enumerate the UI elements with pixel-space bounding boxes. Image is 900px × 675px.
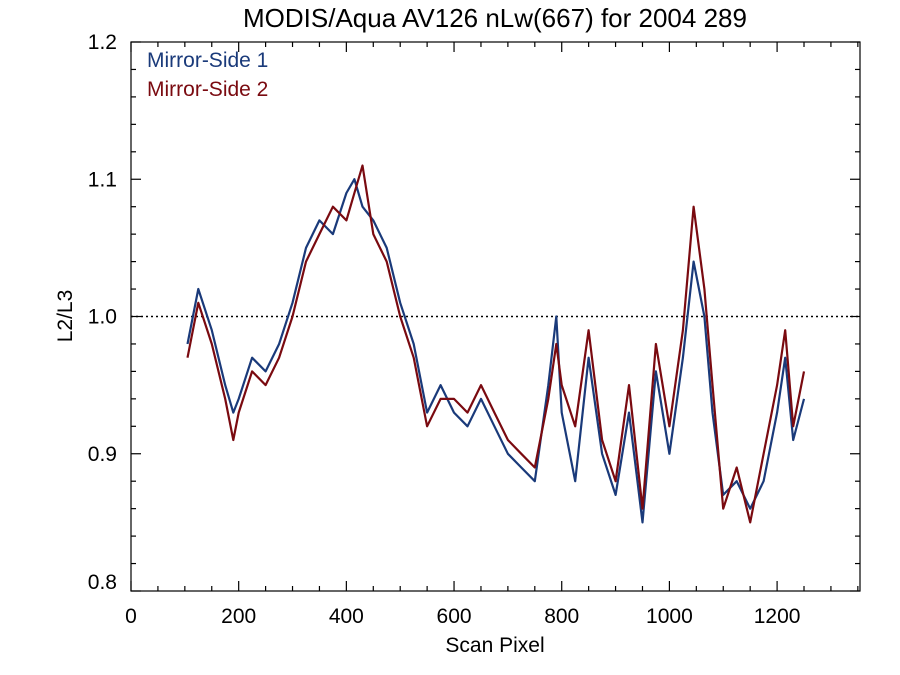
chart-title: MODIS/Aqua AV126 nLw(667) for 2004 289 xyxy=(243,3,747,33)
legend-mirror-side-1: Mirror-Side 1 xyxy=(147,49,268,72)
axis-ticks xyxy=(130,41,860,592)
x-tick-label: 600 xyxy=(437,605,472,628)
y-tick-label: 0.9 xyxy=(88,443,117,466)
y-tick-label: 1.0 xyxy=(88,306,117,329)
x-axis-label: Scan Pixel xyxy=(445,634,544,657)
y-tick-label: 0.8 xyxy=(88,571,117,594)
x-tick-label: 0 xyxy=(125,605,137,628)
series-line-mirror-side-2 xyxy=(186,164,806,524)
series-lines xyxy=(186,164,806,524)
x-tick-label: 1200 xyxy=(754,605,801,628)
x-tick-labels: 0 200 400 600 800 1000 1200 xyxy=(125,605,800,628)
y-tick-labels: 0.8 0.9 1.0 1.1 1.2 xyxy=(88,31,117,594)
y-tick-label: 1.1 xyxy=(88,168,117,191)
legend-mirror-side-2: Mirror-Side 2 xyxy=(147,78,268,101)
x-tick-label: 1000 xyxy=(646,605,693,628)
legend: Mirror-Side 1 Mirror-Side 2 xyxy=(147,49,268,101)
x-tick-label: 200 xyxy=(221,605,256,628)
y-tick-label: 1.2 xyxy=(88,31,117,54)
x-tick-label: 800 xyxy=(544,605,579,628)
x-tick-label: 400 xyxy=(329,605,364,628)
series-line-mirror-side-1 xyxy=(186,178,806,524)
plot-frame xyxy=(130,41,861,592)
y-axis-label: L2/L3 xyxy=(54,290,77,343)
